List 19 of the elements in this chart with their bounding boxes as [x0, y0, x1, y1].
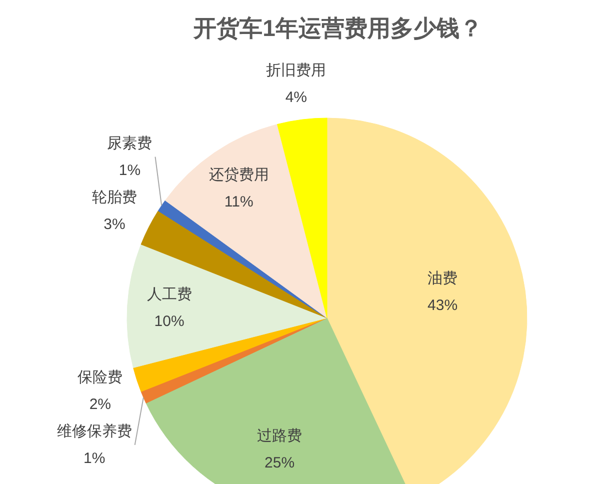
label: 维修保养费 [56, 422, 132, 440]
label: 10% [154, 313, 184, 330]
label: 11% [224, 193, 254, 210]
title: 开货车1年运营费用多少钱？ [194, 15, 482, 41]
label: 轮胎费 [92, 188, 137, 206]
label: 保险费 [78, 368, 123, 386]
label: 人工费 [146, 286, 192, 304]
label: 25% [264, 454, 295, 472]
label: 过路费 [257, 428, 302, 445]
label: 还贷费用 [208, 166, 269, 184]
label: 折旧费用 [266, 62, 326, 79]
label: 油费 [428, 270, 458, 288]
label: 3% [104, 216, 126, 233]
label: 43% [428, 297, 458, 314]
label: 尿素费 [107, 134, 152, 152]
label: 1% [118, 162, 141, 179]
label: 4% [285, 88, 307, 106]
label: 2% [89, 396, 112, 413]
label: 1% [84, 450, 106, 467]
